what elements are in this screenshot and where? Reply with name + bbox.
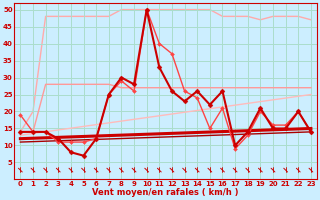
X-axis label: Vent moyen/en rafales ( km/h ): Vent moyen/en rafales ( km/h )	[92, 188, 239, 197]
